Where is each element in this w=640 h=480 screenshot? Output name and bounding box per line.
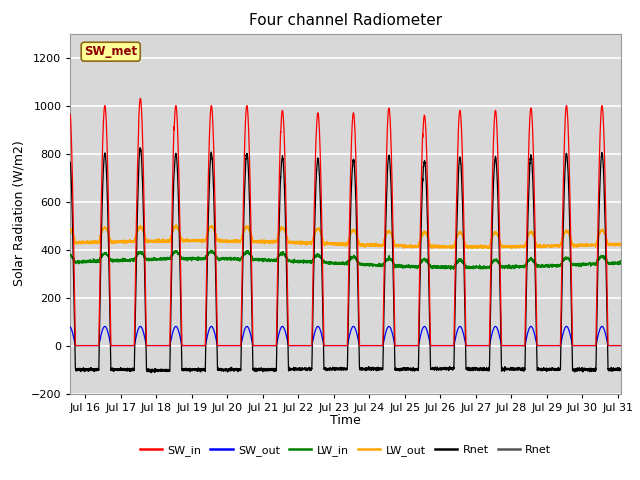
Y-axis label: Solar Radiation (W/m2): Solar Radiation (W/m2) xyxy=(12,141,26,287)
Title: Four channel Radiometer: Four channel Radiometer xyxy=(249,13,442,28)
Text: SW_met: SW_met xyxy=(84,45,138,58)
X-axis label: Time: Time xyxy=(330,414,361,427)
Legend: SW_in, SW_out, LW_in, LW_out, Rnet, Rnet: SW_in, SW_out, LW_in, LW_out, Rnet, Rnet xyxy=(135,440,556,460)
